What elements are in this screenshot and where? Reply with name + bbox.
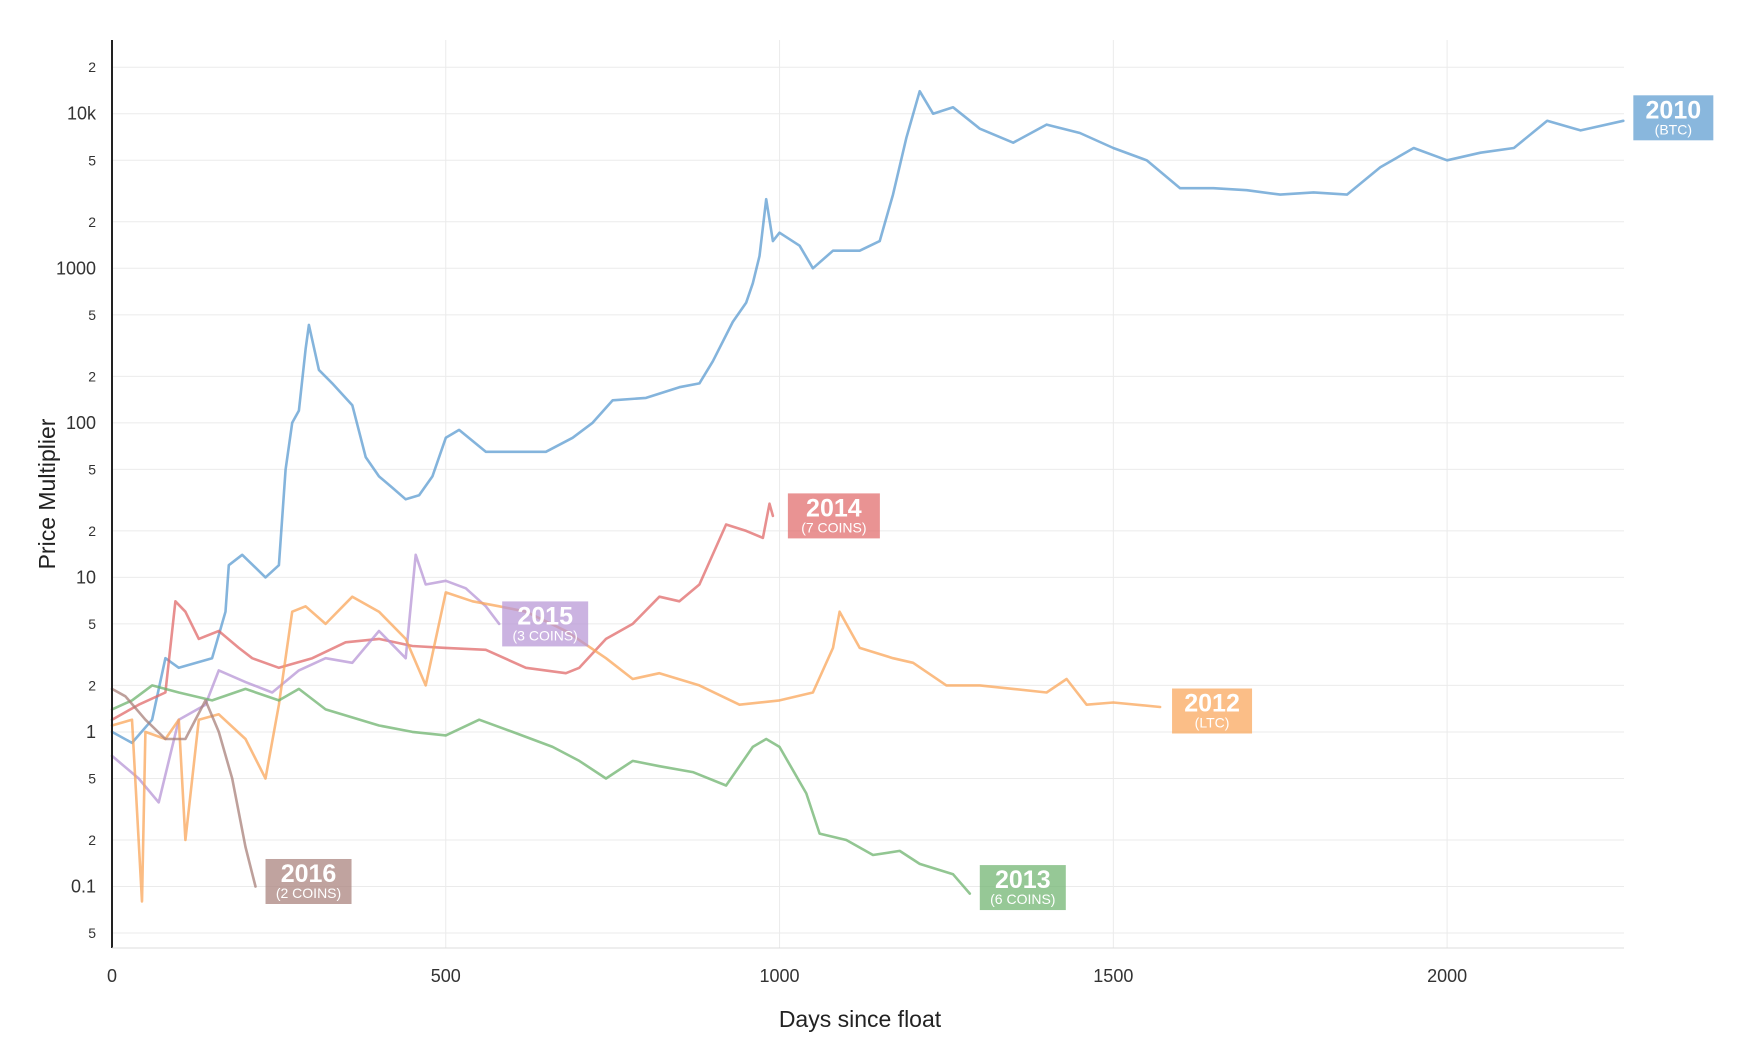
y-tick-label: 100	[66, 413, 96, 433]
series-label-year: 2015	[517, 602, 573, 630]
series-label-year: 2016	[281, 860, 337, 888]
ticks: 5 0.1 2 5 1 2 5 10 2 5 100 2 5 1000 2 5 10k 2 0 500 1000 1500…	[56, 59, 1467, 986]
y-tick-label: 2	[88, 523, 96, 539]
series-line-2014	[110, 502, 775, 721]
series-label-sub: (7 COINS)	[801, 519, 866, 535]
series-label-badge-2016	[265, 858, 352, 904]
axes	[111, 40, 1624, 949]
series-line-2010	[110, 89, 1625, 745]
y-tick-label: 10	[76, 567, 96, 587]
x-tick-label: 2000	[1427, 966, 1467, 986]
y-tick-label: 5	[88, 152, 96, 168]
series-label-sub: (3 COINS)	[513, 627, 578, 643]
y-tick-label: 5	[88, 307, 96, 323]
series-label-badge-2013	[979, 865, 1066, 911]
series-label-sub: (6 COINS)	[990, 891, 1055, 907]
y-tick-label: 2	[88, 368, 96, 384]
series-line-2015	[110, 553, 501, 804]
x-tick-label: 1000	[760, 966, 800, 986]
y-tick-label: 0.1	[71, 876, 96, 896]
y-tick-label: 10k	[67, 104, 97, 124]
series-group	[110, 89, 1625, 903]
series-label-year: 2013	[995, 866, 1051, 894]
y-tick-label: 1000	[56, 258, 96, 278]
series-label-badge-2014	[787, 493, 880, 539]
y-tick-label: 5	[88, 461, 96, 477]
y-tick-label: 2	[88, 59, 96, 75]
y-tick-label: 5	[88, 925, 96, 941]
x-tick-label: 500	[431, 966, 461, 986]
series-label-sub: (LTC)	[1195, 715, 1230, 731]
y-tick-label: 2	[88, 677, 96, 693]
y-tick-label: 2	[88, 832, 96, 848]
series-line-2013	[110, 684, 972, 895]
x-axis-title: Days since float	[779, 1006, 942, 1032]
series-label-year: 2010	[1646, 96, 1702, 124]
series-label-sub: (2 COINS)	[276, 885, 341, 901]
series-label-badge-2010	[1633, 95, 1714, 141]
series-label-badge-2012	[1172, 688, 1253, 734]
series-label-year: 2014	[806, 494, 862, 522]
series-label-badge-2015	[502, 601, 589, 647]
y-axis-title: Price Multiplier	[34, 418, 60, 569]
y-tick-label: 1	[86, 722, 96, 742]
x-tick-label: 1500	[1093, 966, 1133, 986]
grid	[112, 40, 1624, 948]
series-labels: 2010(BTC)2014(7 COINS)2015(3 COINS)2012(…	[265, 95, 1714, 911]
series-label-sub: (BTC)	[1655, 121, 1692, 137]
series-line-2012	[110, 591, 1162, 903]
y-tick-label: 2	[88, 214, 96, 230]
x-tick-label: 0	[107, 966, 117, 986]
series-label-year: 2012	[1184, 690, 1240, 718]
y-tick-label: 5	[88, 770, 96, 786]
series-line-2016	[110, 687, 257, 888]
y-tick-label: 5	[88, 616, 96, 632]
